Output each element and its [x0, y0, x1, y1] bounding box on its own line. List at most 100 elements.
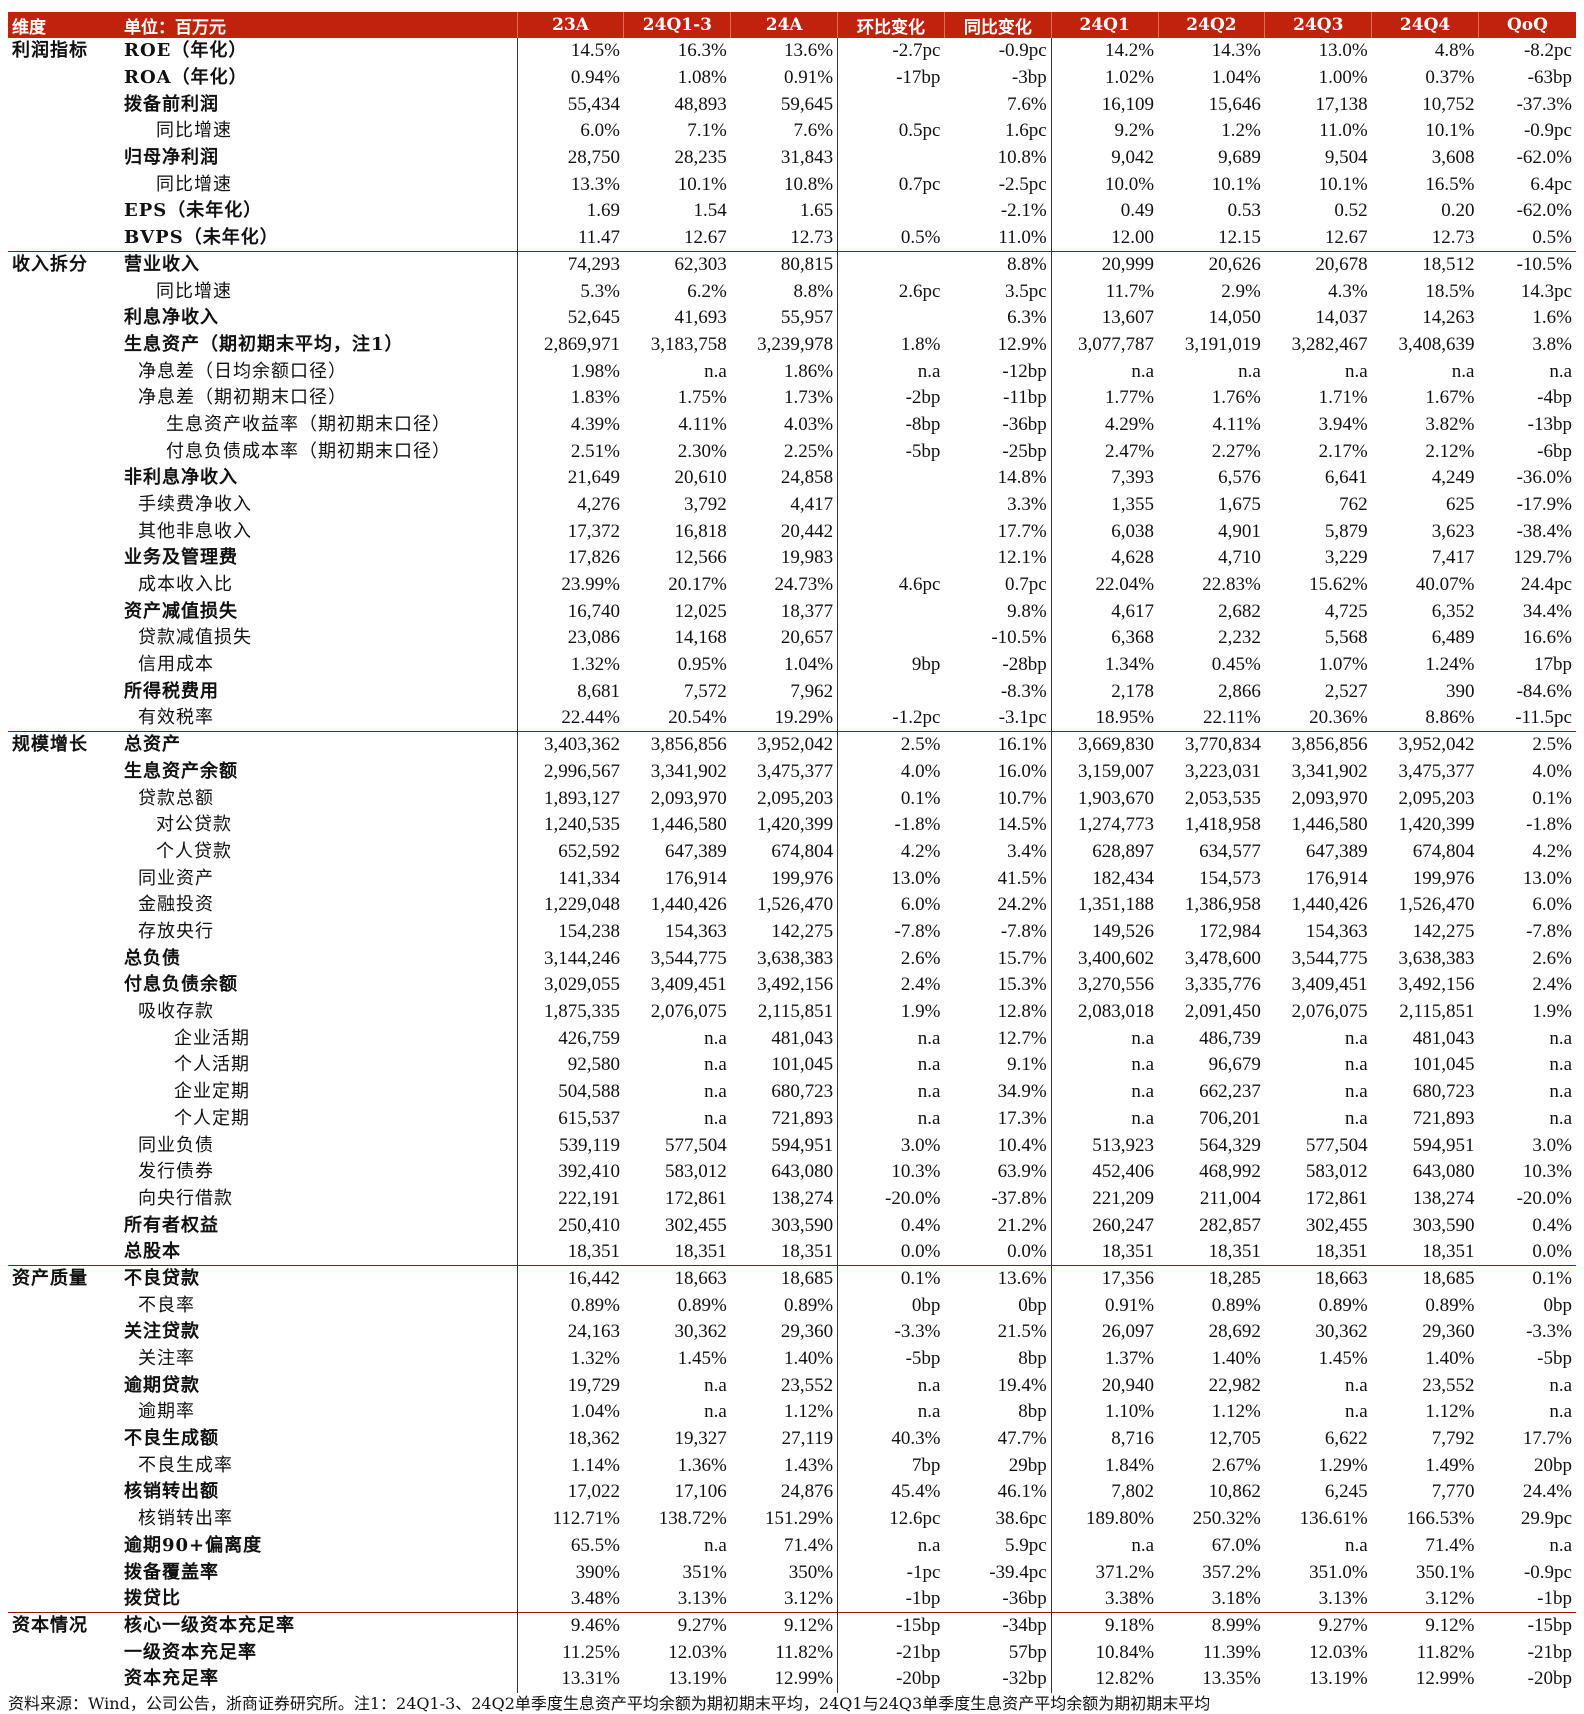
value-cell: 1,386,958	[1184, 894, 1261, 916]
value-cell: 662,237	[1199, 1081, 1261, 1103]
value-cell: 3,400,602	[1050, 945, 1159, 973]
value-cell: 12.82%	[1050, 1665, 1159, 1693]
row-label: 金融投资	[138, 894, 214, 916]
table-row: 生息资产余额 2,996,567 3,341,902 3,475,377 4.0% 16.…	[8, 758, 1576, 786]
value-cell: 17,356	[1050, 1265, 1159, 1293]
value-cell: 12.1%	[997, 547, 1047, 569]
value-cell: 12.03%	[1309, 1641, 1368, 1663]
value-cell	[837, 251, 945, 279]
value-cell: 9.27%	[1264, 1612, 1372, 1640]
value-cell: 2,093,970	[650, 787, 727, 809]
value-cell: 20,678	[1264, 251, 1372, 279]
value-cell: 357.2%	[1202, 1561, 1261, 1583]
value-cell: 222,191	[516, 1185, 624, 1213]
value-cell: 1.98%	[516, 358, 624, 385]
row-label: 不良生成率	[138, 1454, 233, 1476]
value-cell: 0.89%	[1318, 1294, 1368, 1316]
value-cell: 7.6%	[1007, 93, 1047, 115]
value-cell: 0.0%	[837, 1238, 945, 1266]
value-cell: 2.17%	[1318, 440, 1368, 462]
value-cell: n.a	[1549, 1401, 1572, 1423]
value-cell: 20,657	[780, 627, 834, 649]
value-cell: 3,144,246	[516, 945, 624, 973]
value-cell: 1,229,048	[516, 892, 624, 919]
value-cell: 142,275	[771, 921, 834, 943]
table-row: EPS（未年化） 1.69 1.54 1.65 -2.1% 0.49 0.53 0.52 0.2…	[8, 198, 1576, 225]
value-cell: 15.3%	[997, 974, 1047, 996]
value-cell: 0.89%	[1211, 1294, 1261, 1316]
value-cell: 3,478,600	[1184, 947, 1261, 969]
value-cell: 14,168	[674, 627, 727, 649]
value-cell: 176,914	[665, 867, 727, 889]
value-cell: 12.03%	[668, 1641, 727, 1663]
value-cell: 10,862	[1208, 1481, 1261, 1503]
value-cell: 3.4%	[1007, 840, 1047, 862]
value-cell: 1,274,773	[1050, 811, 1159, 839]
value-cell: 3,623	[1431, 520, 1475, 542]
row-label: 同比增速	[156, 280, 232, 302]
row-label: 同业负债	[138, 1134, 214, 1156]
value-cell: 6,245	[1324, 1481, 1368, 1503]
value-cell: n.a	[1344, 1107, 1368, 1129]
value-cell: 15,646	[1208, 93, 1261, 115]
value-cell: n.a	[837, 358, 945, 385]
value-cell: 154,363	[1305, 921, 1368, 943]
value-cell: 2,091,450	[1184, 1001, 1261, 1023]
value-cell: 2.9%	[1221, 280, 1261, 302]
value-cell: 12.7%	[997, 1027, 1047, 1049]
row-label: 拨贷比	[124, 1587, 181, 1609]
value-cell: n.a	[1344, 1534, 1368, 1556]
value-cell: 3.94%	[1318, 413, 1368, 435]
value-cell: 504,588	[516, 1078, 624, 1106]
table-row: 净息差（日均余额口径） 1.98% n.a 1.86% n.a -12bp n.a n.a n.…	[8, 358, 1576, 385]
value-cell: 10.3%	[837, 1158, 945, 1186]
value-cell: 9.46%	[516, 1612, 624, 1640]
table-row: 个人贷款 652,592 647,389 674,804 4.2% 3.4% 628,897…	[8, 838, 1576, 866]
value-cell: 10.7%	[997, 787, 1047, 809]
value-cell: 3,608	[1431, 147, 1475, 169]
value-cell: 303,590	[1412, 1214, 1475, 1236]
value-cell: 16,442	[516, 1265, 624, 1293]
value-cell: -13bp	[1527, 413, 1572, 435]
value-cell: 680,723	[771, 1081, 834, 1103]
value-cell	[837, 491, 945, 519]
value-cell: 172,861	[1305, 1187, 1368, 1209]
value-cell: 1.12%	[1211, 1401, 1261, 1423]
value-cell: 18,351	[1208, 1241, 1261, 1263]
value-cell: 1,526,470	[1398, 894, 1475, 916]
value-cell: 3.12%	[1425, 1587, 1475, 1609]
value-cell: 57bp	[1008, 1641, 1047, 1663]
value-cell: n.a	[1344, 360, 1368, 382]
value-cell: 71.4%	[784, 1534, 834, 1556]
value-cell: n.a	[704, 1081, 727, 1103]
value-cell: 3,159,007	[1050, 758, 1159, 786]
value-cell: 350%	[788, 1561, 834, 1583]
value-cell: 12.73	[790, 226, 834, 248]
value-cell: 721,893	[1412, 1107, 1475, 1129]
row-label: 拨备覆盖率	[124, 1561, 219, 1583]
value-cell: 351.0%	[1309, 1561, 1368, 1583]
value-cell: 48,893	[674, 93, 727, 115]
row-label: 有效税率	[138, 707, 214, 729]
value-cell: 1,351,188	[1050, 892, 1159, 919]
value-cell: 1.9%	[837, 998, 945, 1026]
value-cell: 4,617	[1050, 598, 1159, 626]
value-cell: 426,759	[516, 1025, 624, 1053]
value-cell: 1.07%	[1318, 654, 1368, 676]
value-cell: 28,235	[674, 147, 727, 169]
value-cell: 6.0%	[516, 118, 624, 145]
value-cell: 1.24%	[1425, 654, 1475, 676]
value-cell: 2,232	[1218, 627, 1261, 649]
value-cell: 129.7%	[1513, 547, 1572, 569]
value-cell: -2bp	[837, 384, 945, 412]
value-cell: 19.29%	[774, 707, 834, 729]
value-cell: 71.4%	[1425, 1534, 1475, 1556]
value-cell: 0.89%	[1425, 1294, 1475, 1316]
value-cell: 5.3%	[516, 278, 624, 305]
value-cell: 4.3%	[1328, 280, 1368, 302]
value-cell: 0.95%	[677, 654, 727, 676]
header-cell: 24Q3	[1264, 12, 1372, 38]
value-cell: 172,984	[1199, 921, 1261, 943]
value-cell: 2,093,970	[1291, 787, 1368, 809]
value-cell: 0.20	[1441, 200, 1475, 222]
